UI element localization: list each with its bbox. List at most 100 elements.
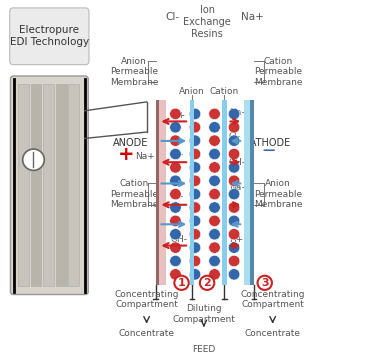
Bar — [156, 100, 159, 285]
Circle shape — [228, 242, 240, 253]
Circle shape — [189, 255, 201, 267]
Circle shape — [170, 135, 181, 146]
Circle shape — [228, 175, 240, 186]
Circle shape — [170, 228, 181, 240]
Text: 2: 2 — [203, 278, 211, 288]
Text: Electropure
EDI Technology: Electropure EDI Technology — [10, 25, 89, 47]
Circle shape — [228, 228, 240, 240]
Circle shape — [228, 108, 240, 120]
Text: Anion
Permeable
Membrane: Anion Permeable Membrane — [110, 57, 158, 87]
Circle shape — [228, 202, 240, 213]
Text: Concentrating
Compartment: Concentrating Compartment — [115, 290, 179, 309]
Circle shape — [189, 135, 201, 146]
Circle shape — [209, 255, 220, 267]
Bar — [250, 100, 254, 285]
Text: H+: H+ — [229, 235, 243, 244]
Circle shape — [189, 162, 201, 173]
Circle shape — [189, 122, 201, 133]
Text: Cl-: Cl- — [171, 150, 183, 159]
Circle shape — [170, 108, 181, 120]
Circle shape — [209, 269, 220, 280]
Bar — [190, 100, 194, 285]
Text: Concentrate: Concentrate — [119, 329, 175, 338]
Circle shape — [170, 175, 181, 186]
Text: Cl-: Cl- — [229, 132, 241, 141]
Circle shape — [228, 122, 240, 133]
Text: OH-: OH- — [229, 159, 246, 167]
Text: Na+: Na+ — [229, 108, 248, 117]
Circle shape — [189, 242, 201, 253]
Circle shape — [209, 242, 220, 253]
Circle shape — [209, 162, 220, 173]
Circle shape — [258, 276, 272, 290]
Text: —: — — [262, 144, 275, 157]
Circle shape — [228, 269, 240, 280]
Text: Cation
Permeable
Membrane: Cation Permeable Membrane — [110, 179, 158, 209]
Circle shape — [228, 149, 240, 160]
Text: Na+: Na+ — [135, 152, 155, 161]
Text: Na+: Na+ — [229, 182, 248, 192]
Circle shape — [170, 149, 181, 160]
Circle shape — [170, 162, 181, 173]
Circle shape — [209, 202, 220, 213]
Circle shape — [209, 149, 220, 160]
Circle shape — [228, 255, 240, 267]
Text: Cl-: Cl- — [171, 192, 183, 201]
Circle shape — [209, 122, 220, 133]
Circle shape — [209, 215, 220, 227]
Circle shape — [189, 215, 201, 227]
Circle shape — [228, 162, 240, 173]
Circle shape — [228, 215, 240, 227]
Text: Cation
Permeable
Membrane: Cation Permeable Membrane — [254, 57, 302, 87]
Circle shape — [170, 122, 181, 133]
FancyBboxPatch shape — [10, 8, 89, 65]
Bar — [56, 84, 66, 286]
Circle shape — [23, 149, 44, 170]
Bar — [244, 100, 250, 285]
Bar — [30, 84, 41, 286]
Circle shape — [170, 242, 181, 253]
Text: Cl-: Cl- — [166, 12, 179, 22]
Circle shape — [174, 276, 189, 290]
Text: FEED: FEED — [192, 345, 215, 354]
Text: OH-: OH- — [170, 235, 187, 244]
Circle shape — [189, 175, 201, 186]
Circle shape — [170, 188, 181, 200]
Circle shape — [189, 202, 201, 213]
Circle shape — [189, 108, 201, 120]
Text: CATHODE: CATHODE — [244, 138, 291, 148]
Bar — [43, 84, 54, 286]
Text: +: + — [117, 145, 134, 164]
Circle shape — [189, 149, 201, 160]
Text: Concentrate: Concentrate — [245, 329, 301, 338]
Text: H+: H+ — [171, 111, 185, 120]
Circle shape — [189, 269, 201, 280]
Circle shape — [228, 135, 240, 146]
Bar — [68, 84, 79, 286]
Text: Diluting
Compartment: Diluting Compartment — [172, 304, 235, 323]
Circle shape — [170, 215, 181, 227]
FancyBboxPatch shape — [10, 76, 88, 295]
Circle shape — [209, 135, 220, 146]
Circle shape — [170, 202, 181, 213]
Text: Anion: Anion — [179, 87, 205, 96]
Circle shape — [200, 276, 214, 290]
Circle shape — [189, 188, 201, 200]
Circle shape — [209, 175, 220, 186]
Text: 3: 3 — [261, 278, 269, 288]
Circle shape — [170, 269, 181, 280]
Text: Anion
Permeable
Membrane: Anion Permeable Membrane — [254, 179, 302, 209]
Bar — [222, 100, 226, 285]
Circle shape — [170, 255, 181, 267]
Text: Na+: Na+ — [241, 12, 264, 22]
Circle shape — [209, 188, 220, 200]
Text: Ion
Exchange
Resins: Ion Exchange Resins — [183, 5, 231, 39]
Circle shape — [209, 108, 220, 120]
Text: ANODE: ANODE — [113, 138, 148, 148]
Bar — [159, 100, 166, 285]
Circle shape — [189, 228, 201, 240]
Text: 1: 1 — [178, 278, 185, 288]
Bar — [18, 84, 29, 286]
Circle shape — [209, 228, 220, 240]
Circle shape — [228, 188, 240, 200]
